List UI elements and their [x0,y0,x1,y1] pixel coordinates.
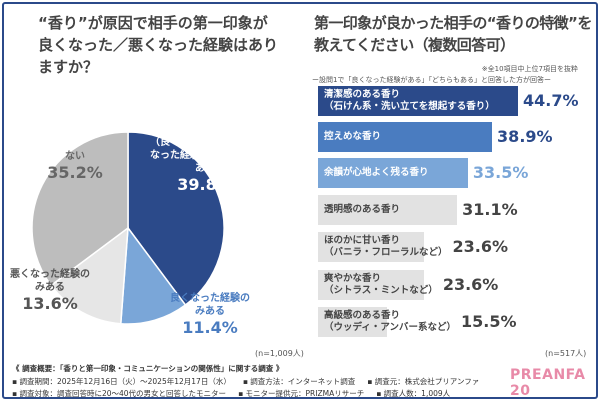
pie-slice [127,131,225,307]
footer-provider: ▪ モニター提供元：PRIZMAリサーチ [238,389,365,398]
bar: ほのかに甘い香り （バニラ・フローラルなど） [318,232,448,262]
bar-note: ※全10項目中上位7項目を抜粋 [481,65,578,73]
slice-label: ない [65,151,85,162]
bar: 控えめな香り [318,122,493,152]
pie-slice [31,131,129,287]
pie-label-none: ない 35.2% [45,150,105,183]
bar-label: 清潔感のある香り （石けん系・洗い立てを想起する香り） [324,89,495,112]
bar: 高級感のある香り （ウッディ・アンバー系など） [318,307,456,337]
bar-value: 23.6% [442,275,499,294]
slice-value: 35.2% [47,163,103,182]
slice-value: 39.8% [177,175,233,194]
pie-label-bad: 悪くなった経験のみある 13.6% [10,268,90,314]
bar-value: 44.7% [523,91,579,110]
bar-label: 控えめな香り [324,131,382,142]
bar: 爽やかな香り （シトラス・ミントなど） [318,270,438,300]
bar-label: 余韻が心地よく残る香り [324,167,429,178]
footer-target: ▪ 調査対象：調査回答時に20～40代の男女と回答したモニター [12,389,227,398]
footer-method: ▪ 調査方法：インターネット調査 [242,377,356,386]
pie-label-both: （良くなった経験も悪くなった経験も）どちらもある 39.8% [150,136,260,195]
bar: 余韻が心地よく残る香り [318,158,468,188]
footer-count: ▪ 調査人数：1,009人 [376,389,451,398]
bar-value: 15.5% [460,312,517,331]
footer-row-1: ▪ 調査期間：2025年12月16日（火）～2025年12月17日（水） ▪ 調… [12,376,479,387]
footer-row-2: ▪ 調査対象：調査回答時に20～40代の男女と回答したモニター ▪ モニター提供… [12,388,450,399]
slice-value: 13.6% [22,294,78,313]
pie-slice [119,225,187,325]
bar-value: 38.9% [497,127,553,146]
bar-title: 第一印象が良かった相手の“香りの特徴”を教えてください（複数回答可） [314,14,592,54]
preanfa-logo: PREANFA 20 [510,367,586,399]
bar: 清潔感のある香り （石けん系・洗い立てを想起する香り） [318,86,518,116]
bar-value: 33.5% [472,163,529,182]
slice-value: 11.4% [182,318,238,337]
bar-note-2: ー設問1で「良くなった経験がある」「どちらもある」と回答した方が回答ー [312,76,551,84]
bar-n: (n=517人) [545,349,587,358]
bar-label: 爽やかな香り （シトラス・ミントなど） [324,273,438,296]
bar-value: 31.1% [462,200,518,219]
footer-summary: 《 調査概要：「香りと第一印象・コミュニケーションの関係性」に関する調査 》 [12,364,284,373]
slice-label: 悪くなった経験のみある [10,269,90,293]
pie-n: (n=1,009人) [255,349,304,358]
pie-label-good: 良くなった経験のみある 11.4% [170,292,250,338]
bar: 透明感のある香り [318,195,458,225]
bar-label: ほのかに甘い香り （バニラ・フローラルなど） [324,235,448,258]
pie-slice [49,226,129,325]
footer-source: ▪ 調査元：株式会社プリアンファ [367,377,480,386]
slice-label: 良くなった経験のみある [170,293,250,317]
pie-title: “香り”が原因で相手の第一印象が良くなった／悪くなった経験はありますか？ [38,14,279,76]
footer-period: ▪ 調査期間：2025年12月16日（火）～2025年12月17日（水） [12,377,231,386]
bar-label: 透明感のある香り [324,204,401,215]
bar-value: 23.6% [452,237,509,256]
slice-label: （良くなった経験も悪くなった経験も）どちらもある [150,137,260,174]
bar-label: 高級感のある香り （ウッディ・アンバー系など） [324,310,456,333]
